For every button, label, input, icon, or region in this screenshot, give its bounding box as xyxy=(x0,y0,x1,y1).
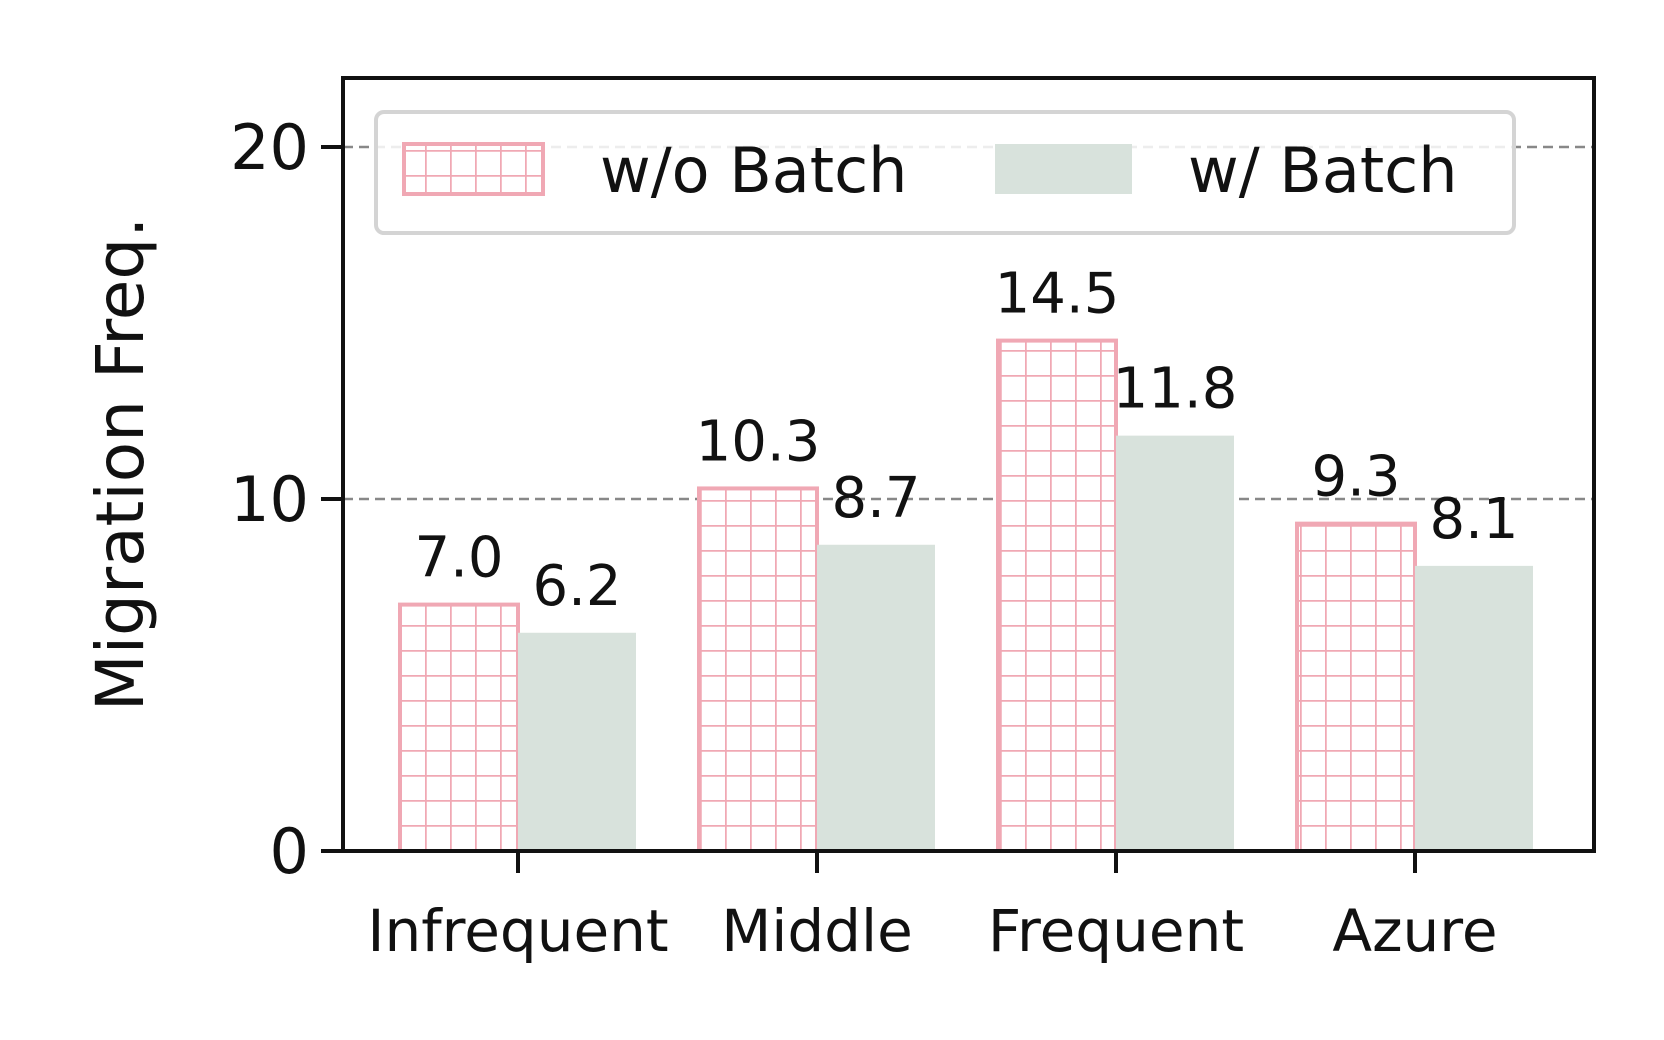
axes: 0 10 20 Infrequent Middle Frequent Azure xyxy=(230,111,1497,965)
bar-with-batch xyxy=(518,632,636,851)
data-label-without-batch: 9.3 xyxy=(1311,445,1400,510)
plot-frame xyxy=(341,76,1596,853)
bar-with-batch xyxy=(1116,435,1234,851)
bar-with-batch xyxy=(1415,565,1533,851)
bar-without-batch xyxy=(996,338,1118,853)
data-label-without-batch: 7.0 xyxy=(414,526,503,591)
bar-without-batch xyxy=(1295,521,1417,853)
data-label-with-batch: 6.2 xyxy=(532,554,621,619)
y-tick-label: 20 xyxy=(230,111,309,184)
y-axis-label: Migration Freq. xyxy=(82,217,159,711)
legend-swatch-without-batch xyxy=(402,142,545,196)
legend-box xyxy=(374,110,1516,235)
data-labels: 7.0 6.2 10.38.7 14.5 11.8 9.3 8.1 xyxy=(414,262,1518,619)
legend-label-without-batch: w/o Batch xyxy=(600,134,907,207)
legend: w/o Batch w/ Batch xyxy=(374,110,1516,235)
y-tick-label: 0 xyxy=(270,815,309,888)
bar-with-batch xyxy=(817,544,935,851)
bar-without-batch xyxy=(697,486,819,853)
bar-without-batch xyxy=(398,602,520,853)
data-label-with-batch: 8.1 xyxy=(1429,487,1518,552)
data-label-without-batch: 14.5 xyxy=(995,262,1120,327)
x-tick-label: Frequent xyxy=(988,897,1244,965)
data-label-without-batch: 10.3 xyxy=(696,409,821,474)
x-tick-label: Azure xyxy=(1332,897,1497,965)
x-tick-label: Middle xyxy=(721,897,913,965)
legend-swatch-with-batch xyxy=(995,144,1132,194)
y-tick-label: 10 xyxy=(230,463,309,536)
data-label-with-batch: 8.7 xyxy=(831,466,920,531)
x-tick-label: Infrequent xyxy=(367,897,668,965)
legend-label-with-batch: w/ Batch xyxy=(1188,134,1458,207)
bars xyxy=(398,338,1533,853)
data-label-with-batch: 11.8 xyxy=(1113,357,1238,422)
